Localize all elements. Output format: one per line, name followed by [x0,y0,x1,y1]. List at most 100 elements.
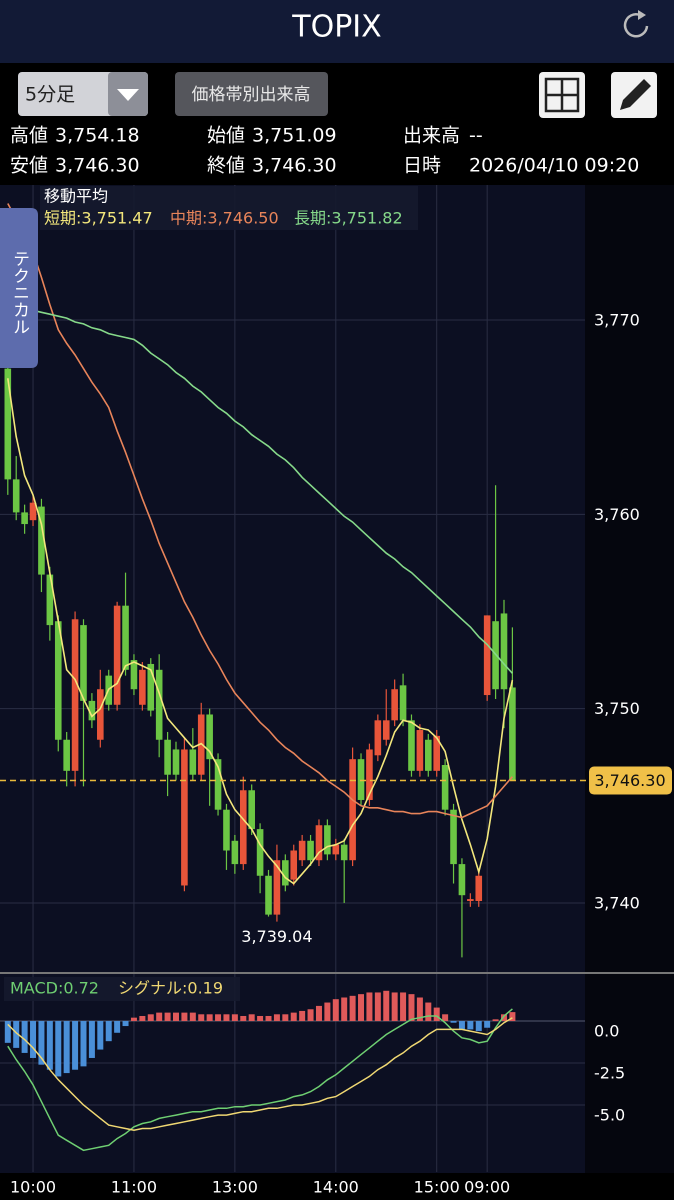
info-label: 安値 [10,155,48,177]
candle-body [416,730,424,771]
candle-body [97,689,104,740]
candle-body [290,850,298,880]
dropdown-arrow [117,89,139,101]
candle-body [54,621,62,740]
info-value: 3,746.30 [55,155,140,177]
interval-dropdown[interactable]: 5分足 [18,72,148,116]
dropdown-label: 5分足 [25,84,75,106]
candle-body [324,825,331,855]
histogram-bar [13,1021,20,1048]
histogram-bar [88,1021,95,1058]
candle-body [366,749,373,800]
moving-average-line [7,203,514,819]
x-tick-label: 10:00 [10,1178,56,1197]
histogram-bar [173,1012,179,1022]
x-tick-label: 09:00 [464,1178,510,1197]
macd-line [7,1017,513,1131]
y-tick-label: 3,750 [594,699,640,718]
histogram-bar [72,1021,79,1070]
pencil-icon [620,79,651,110]
histogram-bar [509,1012,516,1022]
histogram-bar [38,1021,45,1065]
candle-body [63,739,70,771]
histogram-bar [282,1014,289,1022]
histogram-bar [156,1012,163,1022]
candle-body [113,605,121,705]
histogram-bar [215,1014,222,1022]
candle-body [155,669,163,740]
candle-body [458,864,466,896]
candle-body [181,749,188,886]
candle-body [122,605,129,670]
info-label: 日時 [403,155,441,177]
candle-body [441,765,449,810]
histogram-bar [450,1021,457,1023]
candle-body [408,720,415,771]
histogram-bar [223,1014,230,1022]
tab-box [0,208,38,368]
grid-icon [544,77,580,113]
histogram-bar [358,994,365,1022]
legend-entry: 中期:3,746.50 [170,209,279,228]
draw-button[interactable] [611,72,657,118]
histogram-bar [46,1021,53,1070]
x-tick-label: 13:00 [212,1178,258,1197]
candle-body [500,613,508,690]
x-tick-label: 15:00 [414,1178,460,1197]
candle-body [214,759,222,810]
info-label: 高値 [10,125,48,147]
histogram-bar [484,1021,491,1028]
candle-body [273,860,281,915]
y-tick-label: 3,740 [594,893,640,912]
candle-body [239,790,247,865]
candle-body [340,844,348,861]
info-label: 始値 [207,125,245,147]
layout-button[interactable] [539,72,585,118]
candle-body [4,368,12,480]
candle-body [46,574,54,626]
refresh-button[interactable] [623,10,649,38]
technical-tab[interactable]: テクニカル [0,208,38,368]
candle-body [433,735,441,771]
candle-body [80,625,87,701]
candle-body [223,809,230,851]
candle-body [130,660,138,690]
macd-line [7,1008,513,1152]
candle-body [88,700,96,721]
candle-body [349,759,356,861]
histogram-bar [341,997,348,1022]
histogram-bar [332,999,339,1022]
histogram-bar [189,1012,196,1022]
volume-profile-button[interactable]: 価格帯別出来高 [175,72,328,116]
histogram-bar [147,1014,154,1022]
candle-body [231,840,239,865]
info-value: 3,746.30 [252,155,337,177]
candle-body [298,840,306,861]
legend-title: 移動平均 [44,187,108,206]
legend-entry: シグナル:0.19 [118,979,223,998]
info-value: -- [469,125,483,147]
histogram-bar [21,1021,28,1053]
histogram-bar [349,995,356,1022]
legend-entry: 短期:3,751.47 [44,209,153,228]
candle-body [265,875,272,915]
candle-body [206,714,213,760]
histogram-bar [374,992,381,1022]
histogram-bar [492,1019,499,1022]
candle-body [282,860,289,886]
refresh-icon [623,13,649,38]
candle-body [21,512,28,525]
histogram-bar [475,1021,482,1032]
histogram-bar [63,1021,70,1074]
y-tick-label: -2.5 [594,1064,625,1083]
candle-body [374,720,382,756]
histogram-bar [307,1009,314,1022]
candle-body [139,669,146,705]
candle-body [450,809,457,865]
histogram-bar [416,997,423,1022]
histogram-bar [299,1010,306,1022]
histogram-bar [315,1005,322,1022]
last-price-label: 3,746.30 [594,771,665,790]
candle-body [38,506,45,575]
